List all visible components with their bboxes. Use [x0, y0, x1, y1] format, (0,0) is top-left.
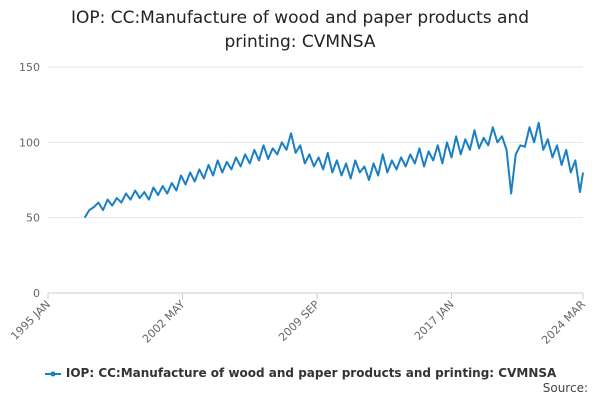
- legend-label: IOP: CC:Manufacture of wood and paper pr…: [65, 366, 557, 380]
- y-tick-label: 150: [19, 61, 40, 74]
- source: Source:: [542, 381, 588, 395]
- legend-swatch: [44, 371, 61, 376]
- x-tick-label: 2009 SEP: [276, 298, 322, 344]
- legend[interactable]: IOP: CC:Manufacture of wood and paper pr…: [0, 366, 600, 380]
- x-tick-label: 1995 JAN: [8, 298, 53, 343]
- x-tick-label: 2024 MAR: [539, 298, 588, 347]
- chart-title: IOP: CC:Manufacture of wood and paper pr…: [70, 8, 530, 52]
- data-line: [83, 121, 584, 219]
- y-tick-label: 50: [26, 212, 40, 225]
- y-tick-label: 100: [19, 136, 40, 149]
- x-tick-label: 2002 MAY: [140, 298, 188, 346]
- y-tick-label: 0: [33, 287, 40, 300]
- x-tick-label: 2017 JAN: [412, 298, 457, 343]
